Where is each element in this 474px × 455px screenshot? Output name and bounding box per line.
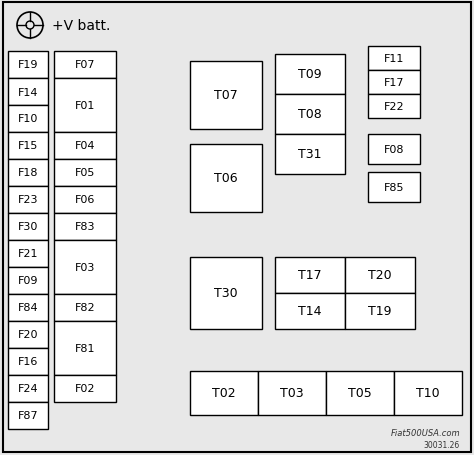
Text: F84: F84 xyxy=(18,303,38,313)
Bar xyxy=(54,79,116,133)
Bar xyxy=(8,321,48,348)
Text: F22: F22 xyxy=(383,102,404,112)
Bar xyxy=(8,160,48,187)
Bar xyxy=(275,135,345,175)
Text: T07: T07 xyxy=(214,89,238,102)
Bar xyxy=(8,106,48,133)
Bar xyxy=(368,95,420,119)
Bar xyxy=(368,172,420,202)
Text: T20: T20 xyxy=(368,269,392,282)
Text: F09: F09 xyxy=(18,276,38,286)
Bar xyxy=(54,375,116,402)
Text: T06: T06 xyxy=(214,172,238,185)
Text: F08: F08 xyxy=(384,145,404,155)
Text: F14: F14 xyxy=(18,87,38,97)
Bar xyxy=(8,213,48,241)
Text: F16: F16 xyxy=(18,357,38,367)
Text: F04: F04 xyxy=(75,141,95,151)
Text: F06: F06 xyxy=(75,195,95,205)
Bar xyxy=(54,241,116,294)
Bar xyxy=(8,375,48,402)
Text: F05: F05 xyxy=(75,168,95,178)
Text: F87: F87 xyxy=(18,410,38,420)
Bar xyxy=(368,135,420,165)
Text: F82: F82 xyxy=(75,303,95,313)
Bar xyxy=(54,133,116,160)
Bar xyxy=(275,293,345,329)
Text: +V batt.: +V batt. xyxy=(52,19,110,33)
Text: F30: F30 xyxy=(18,222,38,232)
Bar xyxy=(190,145,262,212)
Bar xyxy=(8,133,48,160)
Bar xyxy=(368,71,420,95)
Text: F81: F81 xyxy=(75,343,95,353)
Bar xyxy=(394,371,462,415)
Text: Fiat500USA.com: Fiat500USA.com xyxy=(391,428,460,437)
Text: F11: F11 xyxy=(384,54,404,64)
Bar xyxy=(8,294,48,321)
Bar xyxy=(54,213,116,241)
Text: F83: F83 xyxy=(75,222,95,232)
Text: F20: F20 xyxy=(18,330,38,340)
Text: T14: T14 xyxy=(298,305,322,318)
Circle shape xyxy=(26,22,34,30)
Bar xyxy=(54,294,116,321)
Text: T17: T17 xyxy=(298,269,322,282)
Text: T03: T03 xyxy=(280,387,304,399)
Bar xyxy=(190,371,258,415)
Bar xyxy=(258,371,326,415)
Bar xyxy=(8,241,48,268)
Bar xyxy=(54,187,116,213)
Text: T10: T10 xyxy=(416,387,440,399)
Text: F02: F02 xyxy=(75,384,95,394)
Bar xyxy=(190,62,262,130)
Bar xyxy=(8,402,48,429)
Bar xyxy=(275,55,345,95)
Bar xyxy=(8,268,48,294)
Bar xyxy=(8,348,48,375)
Text: F17: F17 xyxy=(384,78,404,88)
Text: F23: F23 xyxy=(18,195,38,205)
Text: F07: F07 xyxy=(75,61,95,71)
Bar xyxy=(368,47,420,71)
Bar xyxy=(345,258,415,293)
Text: F15: F15 xyxy=(18,141,38,151)
Text: T02: T02 xyxy=(212,387,236,399)
Text: T08: T08 xyxy=(298,108,322,121)
Bar xyxy=(54,52,116,79)
Text: F19: F19 xyxy=(18,61,38,71)
Bar xyxy=(8,187,48,213)
Text: T19: T19 xyxy=(368,305,392,318)
Bar xyxy=(345,293,415,329)
Text: F03: F03 xyxy=(75,263,95,273)
Bar xyxy=(275,95,345,135)
Text: F18: F18 xyxy=(18,168,38,178)
Text: T30: T30 xyxy=(214,287,238,300)
Text: 30031.26: 30031.26 xyxy=(424,440,460,449)
Text: F01: F01 xyxy=(75,101,95,111)
Text: T05: T05 xyxy=(348,387,372,399)
Bar xyxy=(8,79,48,106)
Text: T09: T09 xyxy=(298,68,322,81)
Text: F85: F85 xyxy=(384,182,404,192)
Text: F24: F24 xyxy=(18,384,38,394)
Text: F10: F10 xyxy=(18,114,38,124)
Bar xyxy=(190,258,262,329)
Bar xyxy=(8,52,48,79)
Circle shape xyxy=(17,13,43,39)
Text: T31: T31 xyxy=(298,148,322,161)
Bar xyxy=(54,321,116,375)
Text: F21: F21 xyxy=(18,249,38,259)
Bar xyxy=(326,371,394,415)
Bar xyxy=(275,258,345,293)
Bar xyxy=(54,160,116,187)
